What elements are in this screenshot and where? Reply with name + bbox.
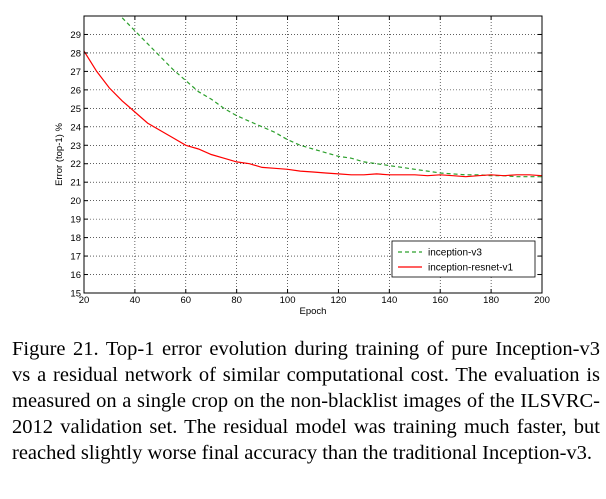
y-tick-label: 23 bbox=[70, 141, 81, 152]
x-tick-label: 100 bbox=[280, 295, 296, 306]
series-line-inception-resnet-v1 bbox=[84, 50, 542, 178]
y-tick-label: 21 bbox=[70, 178, 81, 189]
legend: inception-v3 inception-resnet-v1 bbox=[391, 240, 536, 278]
x-tick-label: 120 bbox=[331, 295, 347, 306]
plot-series bbox=[84, 17, 542, 178]
y-tick-label: 18 bbox=[70, 233, 81, 244]
y-tick-label: 27 bbox=[70, 67, 81, 78]
y-tick-label: 26 bbox=[70, 85, 81, 96]
x-tick-label: 40 bbox=[130, 295, 141, 306]
legend-label: inception-v3 bbox=[428, 248, 482, 259]
x-tick-label: 140 bbox=[381, 295, 397, 306]
y-tick-label: 28 bbox=[70, 48, 81, 59]
axis-ticks: 20 40 60 80 100 120 140 160 180 200 15 16 17 18 19 20 21… bbox=[70, 16, 550, 306]
x-tick-label: 20 bbox=[79, 295, 90, 306]
y-tick-label: 29 bbox=[70, 30, 81, 41]
legend-label: inception-resnet-v1 bbox=[428, 263, 513, 274]
y-tick-label: 22 bbox=[70, 159, 81, 170]
y-tick-label: 19 bbox=[70, 215, 81, 226]
y-tick-label: 16 bbox=[70, 270, 81, 281]
x-axis-label: Epoch bbox=[300, 306, 327, 317]
x-tick-label: 180 bbox=[483, 295, 499, 306]
y-tick-label: 15 bbox=[70, 289, 81, 300]
x-tick-label: 160 bbox=[432, 295, 448, 306]
x-tick-label: 200 bbox=[534, 295, 550, 306]
x-tick-label: 80 bbox=[231, 295, 242, 306]
plot-frame bbox=[83, 15, 543, 294]
series-line-inception-v3 bbox=[121, 17, 542, 178]
legend-box bbox=[391, 240, 536, 278]
y-tick-label: 24 bbox=[70, 122, 81, 133]
line-chart: 20 40 60 80 100 120 140 160 180 200 15 16 17 18 19 20 21… bbox=[54, 15, 550, 317]
y-axis-label: Error (top-1) % bbox=[54, 123, 65, 186]
y-tick-label: 25 bbox=[70, 104, 81, 115]
y-tick-label: 20 bbox=[70, 196, 81, 207]
figure-caption: Figure 21. Top-1 error evolution during … bbox=[12, 338, 600, 464]
x-tick-label: 60 bbox=[180, 295, 191, 306]
y-tick-label: 17 bbox=[70, 252, 81, 263]
